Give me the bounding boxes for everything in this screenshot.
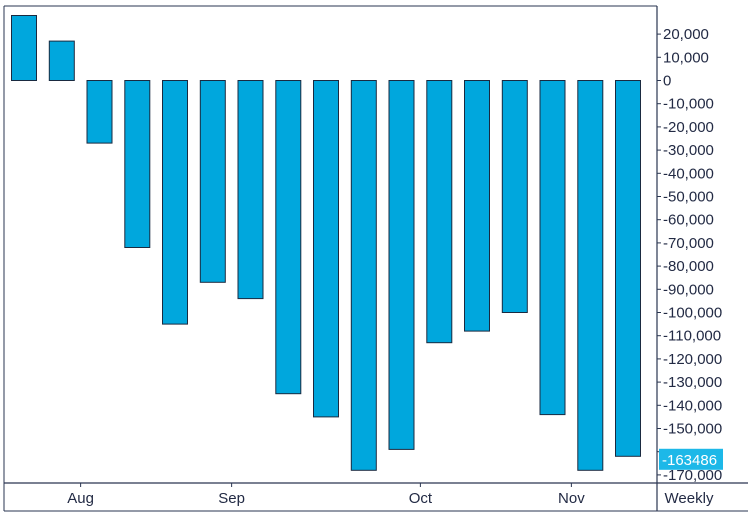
current-value-badge <box>659 448 723 470</box>
bar <box>11 15 37 81</box>
y-tick-label: -30,000 <box>663 142 714 159</box>
bar <box>275 80 302 395</box>
bar <box>237 80 264 300</box>
bar <box>86 80 113 144</box>
bar <box>577 80 604 471</box>
bar <box>539 80 566 416</box>
bar <box>124 80 151 248</box>
bar <box>350 80 377 471</box>
y-tick-label: -20,000 <box>663 119 714 136</box>
bar <box>615 80 641 457</box>
bar <box>313 80 339 418</box>
y-tick-label: -120,000 <box>663 351 722 368</box>
x-tick-label: Sep <box>218 490 245 507</box>
y-tick-label: -90,000 <box>663 281 714 298</box>
bar <box>48 40 75 81</box>
y-tick-label: -10,000 <box>663 96 714 113</box>
y-tick-label: 0 <box>663 73 671 90</box>
current-value-label: -163486 <box>662 452 717 469</box>
x-axis-title: Weekly <box>665 490 714 507</box>
x-tick-label: Nov <box>558 490 585 507</box>
bar <box>162 80 188 325</box>
y-tick-label: -80,000 <box>663 258 714 275</box>
y-tick-label: 10,000 <box>663 49 709 66</box>
y-tick-label: -140,000 <box>663 397 722 414</box>
y-tick-label: -130,000 <box>663 374 722 391</box>
x-tick-label: Oct <box>409 490 433 507</box>
y-tick-label: -110,000 <box>663 328 721 345</box>
y-tick-label: -50,000 <box>663 189 714 206</box>
x-axis: Aug Sep Oct Nov <box>67 483 585 507</box>
y-tick-label: -150,000 <box>663 421 722 438</box>
y-tick-label: 20,000 <box>663 26 709 43</box>
bar <box>501 80 528 313</box>
bar <box>199 80 226 283</box>
y-tick-label: -40,000 <box>663 165 714 182</box>
y-tick-label: -70,000 <box>663 235 714 252</box>
y-tick-label: -60,000 <box>663 212 714 229</box>
y-tick-label: -170,000 <box>663 467 722 484</box>
bar <box>464 80 490 332</box>
bar <box>426 80 453 344</box>
x-tick-label: Aug <box>67 490 94 507</box>
bar <box>388 80 415 450</box>
y-tick-label: -100,000 <box>663 305 722 322</box>
plot-frame <box>3 5 748 512</box>
bars <box>11 15 641 471</box>
y-axis: 20,000 10,000 0 -10,000 -20,000 -30,000 -40,00… <box>657 26 723 484</box>
